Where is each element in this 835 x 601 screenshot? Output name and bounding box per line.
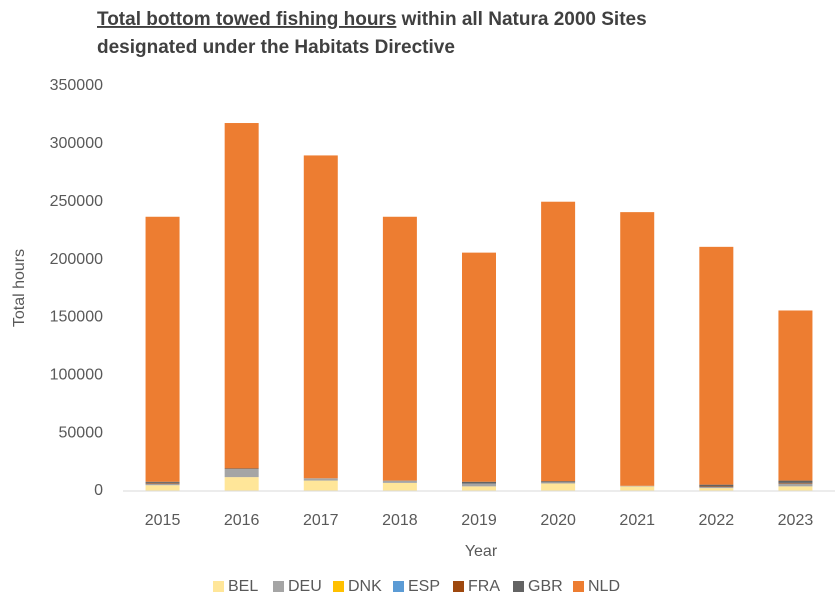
x-tick-label: 2015 — [145, 512, 181, 529]
bar-segment — [620, 485, 655, 487]
y-tick-label: 250000 — [50, 193, 103, 210]
bar-segment — [303, 155, 338, 479]
bar-segment — [778, 482, 813, 484]
bar-segment — [382, 216, 417, 481]
legend-swatch — [513, 581, 524, 592]
legend-label: DNK — [348, 578, 382, 595]
bar-segment — [145, 482, 180, 484]
legend-label: FRA — [468, 578, 500, 595]
bar-segment — [224, 468, 259, 470]
bar-segment — [145, 216, 180, 482]
bar-segment — [462, 481, 496, 484]
title-part: Total bottom towed fishing hours — [97, 9, 396, 30]
bar-segment — [382, 482, 417, 491]
bar-segment — [541, 482, 576, 484]
y-tick-label: 150000 — [50, 309, 103, 326]
bar-segment — [145, 483, 180, 486]
bar-segment — [699, 484, 734, 487]
y-tick-label: 50000 — [59, 424, 104, 441]
chart-title: designated under the Habitats Directive — [97, 37, 455, 58]
bar-segment — [303, 480, 338, 491]
bar-segment — [778, 310, 813, 481]
bar-segment — [620, 212, 655, 486]
x-axis-label: Year — [465, 543, 498, 560]
legend-swatch — [573, 581, 584, 592]
legend-swatch — [333, 581, 344, 592]
x-tick-label: 2017 — [303, 512, 339, 529]
bar-segment — [778, 486, 813, 491]
y-tick-label: 0 — [94, 482, 103, 499]
y-tick-label: 100000 — [50, 367, 103, 384]
legend-swatch — [273, 581, 284, 592]
legend-label: BEL — [228, 578, 258, 595]
x-tick-label: 2016 — [224, 512, 260, 529]
bar-segment — [224, 123, 259, 469]
legend-label: NLD — [588, 578, 620, 595]
y-tick-label: 300000 — [50, 135, 103, 152]
title-part: within all Natura 2000 Sites — [401, 9, 647, 30]
x-tick-label: 2021 — [619, 512, 655, 529]
bar-segment — [699, 486, 734, 489]
y-tick-label: 350000 — [50, 77, 103, 94]
x-tick-label: 2020 — [540, 512, 576, 529]
x-tick-label: 2019 — [461, 512, 497, 529]
bar-segment — [224, 477, 259, 491]
bar-segment — [145, 485, 180, 491]
bar-segment — [462, 252, 496, 482]
bar-segment — [145, 481, 180, 483]
legend-swatch — [393, 581, 404, 592]
x-tick-label: 2023 — [778, 512, 814, 529]
bar-segment — [541, 483, 576, 491]
y-tick-label: 200000 — [50, 251, 103, 268]
bar-segment — [778, 483, 813, 487]
y-axis-label: Total hours — [11, 249, 28, 327]
bar-segment — [699, 246, 734, 485]
chart-title: Total bottom towed fishing hours within … — [97, 9, 647, 30]
bar-segment — [462, 486, 496, 491]
bar-segment — [778, 480, 813, 483]
legend-swatch — [453, 581, 464, 592]
bar-segment — [620, 486, 655, 491]
legend-label: GBR — [528, 578, 563, 595]
bar-segment — [462, 483, 496, 487]
x-tick-label: 2022 — [699, 512, 735, 529]
bar-segment — [303, 478, 338, 481]
legend-label: DEU — [288, 578, 322, 595]
bar-segment — [699, 486, 734, 487]
x-tick-label: 2018 — [382, 512, 418, 529]
bar-segment — [699, 488, 734, 491]
bar-segment — [541, 201, 576, 482]
legend-label: ESP — [408, 578, 440, 595]
legend-swatch — [213, 581, 224, 592]
bar-segment — [541, 481, 576, 483]
bar-segment — [224, 469, 259, 478]
bar-segment — [382, 480, 417, 483]
